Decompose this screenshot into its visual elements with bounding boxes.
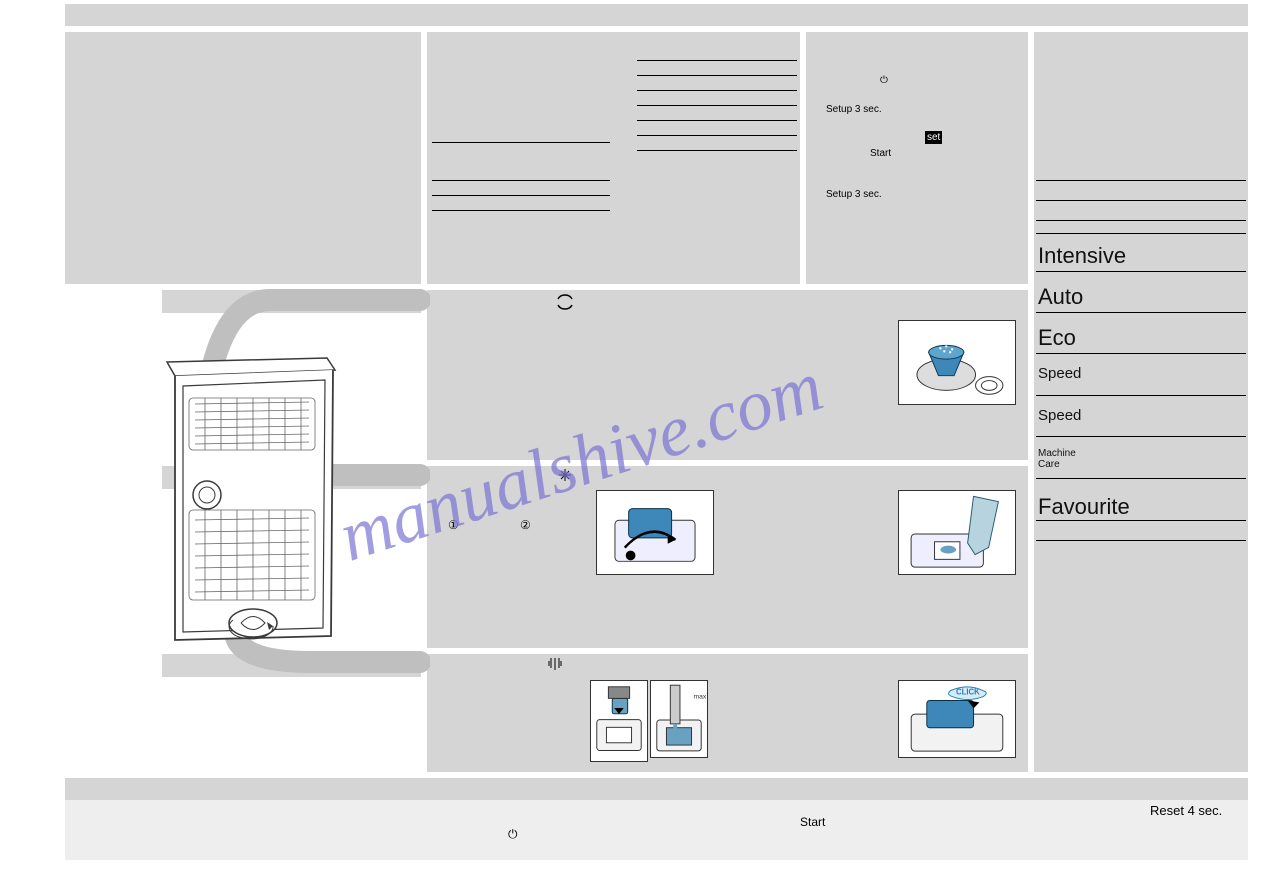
start-label: Start bbox=[870, 148, 891, 159]
thumb-detergent-tab bbox=[590, 680, 648, 762]
program-divider bbox=[1036, 395, 1246, 396]
rinse-icon bbox=[558, 468, 572, 486]
panel-2-text-line bbox=[637, 120, 797, 121]
program-speed: Speed bbox=[1038, 365, 1081, 382]
page: ⏻ Setup 3 sec. set Start Setup 3 sec. bbox=[0, 0, 1263, 893]
program-auto: Auto bbox=[1038, 284, 1083, 310]
program-divider bbox=[1036, 180, 1246, 181]
set-badge[interactable]: set bbox=[925, 131, 942, 144]
program-divider bbox=[1036, 478, 1246, 479]
top-bar bbox=[65, 4, 1248, 26]
panel-2-text-line bbox=[432, 195, 610, 196]
thumb-detergent-pour: max bbox=[650, 680, 708, 758]
footer-bar bbox=[65, 778, 1248, 800]
panel-4-programs bbox=[1034, 32, 1248, 772]
appliance-illustration bbox=[155, 340, 345, 660]
thumb-salt-fill bbox=[898, 320, 1016, 405]
panel-2-text-line bbox=[637, 150, 797, 151]
program-divider bbox=[1036, 200, 1246, 201]
program-divider bbox=[1036, 220, 1246, 221]
panel-2-text-line bbox=[637, 105, 797, 106]
panel-2-text-line bbox=[637, 75, 797, 76]
footer-start: Start bbox=[800, 815, 825, 829]
panel-2-text-line bbox=[637, 135, 797, 136]
program-divider bbox=[1036, 271, 1246, 272]
footer-area bbox=[65, 800, 1248, 860]
panel-2-text-line bbox=[432, 210, 610, 211]
panel-1 bbox=[65, 32, 421, 284]
salt-icon bbox=[556, 293, 574, 311]
panel-2-text-line bbox=[637, 90, 797, 91]
detergent-icon bbox=[548, 656, 562, 674]
program-speed: Speed bbox=[1038, 407, 1081, 424]
program-divider bbox=[1036, 233, 1246, 234]
program-favourite: Favourite bbox=[1038, 494, 1130, 520]
panel-2-text-line bbox=[432, 142, 610, 143]
footer-power-icon: ⏻ bbox=[508, 827, 518, 842]
panel-2-text-line bbox=[432, 180, 610, 181]
svg-text:max: max bbox=[693, 694, 706, 701]
panel-2 bbox=[427, 32, 800, 284]
program-divider bbox=[1036, 540, 1246, 541]
program-eco: Eco bbox=[1038, 325, 1076, 351]
step-2: ② bbox=[520, 518, 531, 532]
setup-label-1: Setup 3 sec. bbox=[826, 104, 882, 115]
program-divider bbox=[1036, 436, 1246, 437]
step-1: ① bbox=[448, 518, 459, 532]
panel-3 bbox=[806, 32, 1028, 284]
program-divider bbox=[1036, 312, 1246, 313]
setup-label-2: Setup 3 sec. bbox=[826, 189, 882, 200]
thumb-detergent-close: CLICK bbox=[898, 680, 1016, 758]
thumb-rinse-pour bbox=[898, 490, 1016, 575]
program-divider bbox=[1036, 353, 1246, 354]
thumb-rinse-open bbox=[596, 490, 714, 575]
footer-reset: Reset 4 sec. bbox=[1150, 803, 1222, 818]
click-label: CLICK bbox=[956, 688, 980, 697]
program-intensive: Intensive bbox=[1038, 243, 1126, 269]
program-divider bbox=[1036, 520, 1246, 521]
power-icon: ⏻ bbox=[880, 75, 888, 86]
program-machine-care: Machine Care bbox=[1038, 448, 1076, 470]
panel-2-text-line bbox=[637, 60, 797, 61]
